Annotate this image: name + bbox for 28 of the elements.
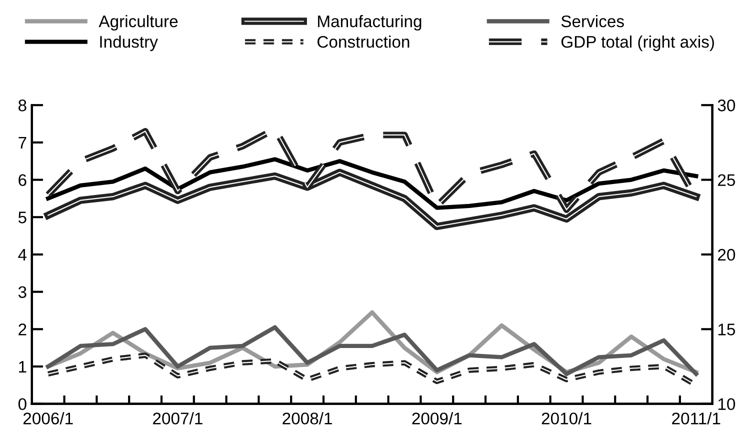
line-series <box>46 157 698 210</box>
legend-label: Industry <box>100 36 158 52</box>
y-tick-label: 3 <box>18 286 26 298</box>
y-tick-label: 2 <box>18 324 26 336</box>
y-tick-label: 4 <box>18 249 27 261</box>
x-tick-label: 2007/1 <box>153 412 202 424</box>
x-tick-label: 2011/1 <box>672 412 720 424</box>
y2-tick-label: 25 <box>718 174 736 186</box>
y2-tick-label: 20 <box>718 248 736 261</box>
y-tick-label: 7 <box>18 137 26 148</box>
y2-tick-label: 10 <box>718 398 736 410</box>
y-tick-label: 6 <box>18 174 26 186</box>
y2-tick-label: 15 <box>718 324 736 336</box>
legend-label: GDP total (right axis) <box>561 36 714 52</box>
x-tick-label: 2006/1 <box>23 412 73 424</box>
y-tick-label: 5 <box>18 212 26 224</box>
y-tick-label: 0 <box>18 398 26 410</box>
x-tick-label: 2008/1 <box>282 412 332 424</box>
y2-tick-label: 30 <box>718 100 736 112</box>
y-tick-label: 8 <box>18 100 26 112</box>
x-tick-label: 2009/1 <box>412 412 462 424</box>
line-series <box>46 325 698 376</box>
y-tick-label: 1 <box>19 361 26 373</box>
legend-label: Services <box>561 15 624 28</box>
legend-label: Agriculture <box>98 15 178 31</box>
legend-label: Manufacturing <box>318 15 422 31</box>
x-tick-label: 2010/1 <box>542 412 592 424</box>
legend-label: Construction <box>318 36 410 48</box>
